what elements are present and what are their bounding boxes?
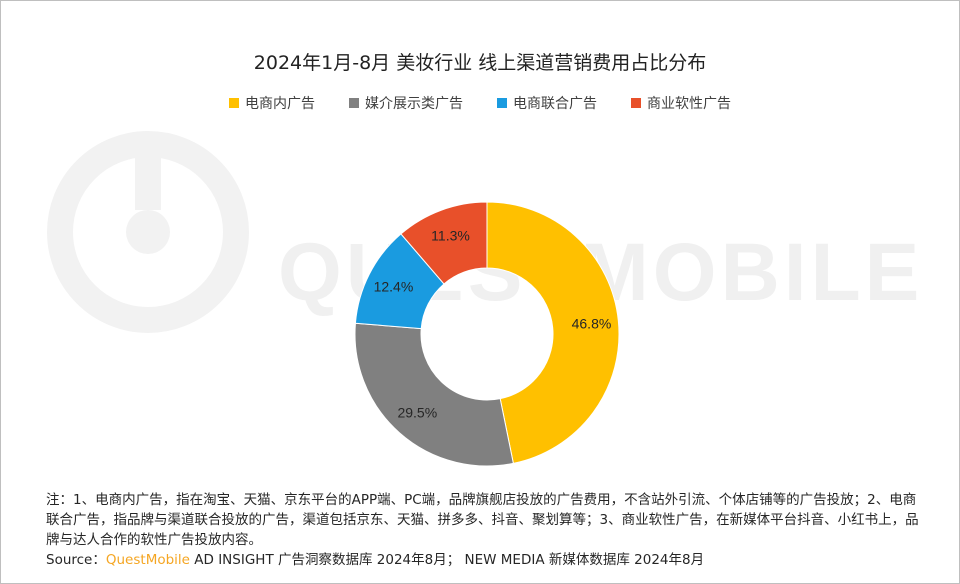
legend-swatch [349, 98, 359, 108]
slice-soft-ad [400, 201, 488, 285]
data-label: 11.3% [431, 228, 470, 244]
source-line: Source：QuestMobile AD INSIGHT 广告洞察数据库 20… [46, 548, 926, 568]
legend-label: 媒介展示类广告 [365, 96, 463, 112]
legend-label: 电商内广告 [245, 96, 315, 112]
source-brand: QuestMobile [105, 552, 190, 568]
watermark-dot-icon [126, 210, 170, 254]
data-label: 46.8% [572, 315, 612, 331]
source-prefix: Source： [46, 552, 106, 568]
legend-swatch [631, 98, 641, 108]
legend-item-ecommerce-joint: 电商联合广告 [497, 93, 597, 113]
legend-swatch [229, 98, 239, 108]
chart-legend: 电商内广告 媒介展示类广告 电商联合广告 商业软性广告 [0, 93, 960, 113]
slice-ecommerce-internal [486, 201, 620, 464]
legend-item-soft-ad: 商业软性广告 [631, 93, 731, 113]
data-label: 12.4% [374, 278, 414, 294]
legend-label: 商业软性广告 [647, 96, 731, 112]
source-rest: AD INSIGHT 广告洞察数据库 2024年8月； NEW MEDIA 新媒… [189, 552, 705, 568]
data-label: 29.5% [397, 405, 437, 421]
footnote: 注：1、电商内广告，指在淘宝、天猫、京东平台的APP端、PC端，品牌旗舰店投放的… [46, 492, 919, 548]
watermark-ring-icon [47, 131, 249, 333]
slice-media-display [354, 322, 514, 467]
chart-title: 2024年1月-8月 美妆行业 线上渠道营销费用占比分布 [253, 52, 707, 74]
legend-item-ecommerce-internal: 电商内广告 [229, 93, 315, 113]
legend-swatch [497, 98, 507, 108]
legend-label: 电商联合广告 [513, 96, 597, 112]
legend-item-media-display: 媒介展示类广告 [349, 93, 463, 113]
